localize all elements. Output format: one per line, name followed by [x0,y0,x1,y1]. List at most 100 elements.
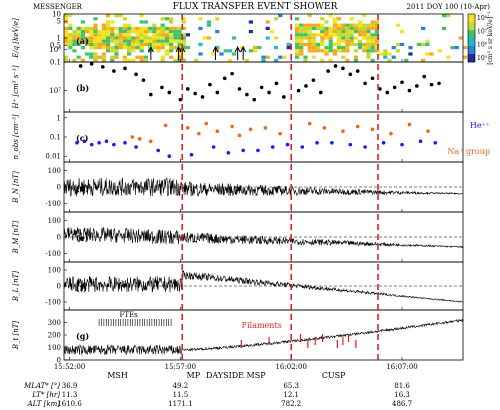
spectrogram-cell [421,26,426,30]
spectrogram-cell [68,46,73,50]
y-tick-label: 0 [57,357,61,365]
spectrogram-cell [156,49,161,53]
spectrogram-cell [160,26,165,30]
panel-label: (c) [76,133,89,143]
spectrogram-cell [311,42,316,46]
spectrogram-cell [72,42,77,46]
spectrogram-cell [366,30,371,34]
spectrogram-cell [114,46,119,50]
spectrogram-cell [353,23,358,27]
panel-label: (b) [76,83,89,93]
spectrogram-cell [80,36,85,40]
spectrogram-cell [332,20,337,24]
spectrogram-cell [362,46,367,50]
data-point [167,90,172,95]
spectrogram-cell [181,33,186,37]
spectrogram-cell [295,26,300,30]
ephemeris-value: 12.1 [283,391,299,399]
spectrogram-cell [345,39,350,43]
data-point [222,76,227,81]
spectrogram-cell [181,42,186,46]
spectrogram-cell [93,52,98,56]
spectrogram-cell [425,52,430,56]
legend-1: Na⁺ group [447,147,490,156]
spectrogram-cell [139,20,144,24]
spectrogram-cell [110,26,115,30]
spectrogram-cell [332,33,337,37]
y-axis-label: B_t [nT] [12,321,20,351]
spectrogram-cell [177,46,182,50]
spectrogram-cell [328,26,333,30]
data-point [437,81,441,86]
spectrogram-cell [122,39,127,43]
data-point [226,151,231,155]
spectrogram-cell [173,36,178,40]
spectrogram-cell [198,26,203,30]
data-point [134,145,138,149]
spectrogram-cell [173,58,178,62]
spectrogram-cell [169,42,174,46]
spectrogram-cell [118,14,123,18]
spectrogram-cell [370,26,375,30]
spectrogram-cell [76,39,81,43]
spectrogram-cell [295,39,300,43]
spectrogram-cell [337,17,342,21]
spectrogram-cell [442,14,447,18]
spectrogram-cell [114,39,119,43]
spectrogram-cell [391,55,396,59]
spectrogram-cell [143,30,148,34]
spectrogram-cell [64,42,69,46]
spectrogram-cell [106,49,111,53]
spectrogram-cell [311,39,316,43]
field-trace [63,269,463,303]
y-axis-label: B_N [nT] [12,171,20,204]
spectrogram-cell [72,30,77,34]
spectrogram-cell [257,46,262,50]
spectrogram-cell [76,42,81,46]
spectrogram-cell [374,36,379,40]
spectrogram-cell [131,39,136,43]
spectrogram-cell [370,36,375,40]
spectrogram-cell [370,49,375,53]
spectrogram-cell [101,26,106,30]
spectrogram-cell [85,30,90,34]
spectrogram-cell [223,49,228,53]
spectrogram-cell [337,36,342,40]
fte-arrowhead-4 [212,45,219,53]
spectrogram-cell [164,33,169,37]
y-axis-label: H⁺ [cm³ s⁻¹] [12,65,20,109]
spectrogram-cell [97,46,102,50]
spectrogram-cell [131,46,136,50]
colorbar-segment [468,22,475,31]
data-point [341,129,345,134]
spectrogram-cell [332,30,337,34]
data-point [97,140,101,145]
spectrogram-cell [160,46,165,50]
ephemeris-value: 11.5 [173,391,189,399]
colorbar-tick-label: 10⁵ [477,55,488,62]
spectrogram-cell [64,55,69,59]
spectrogram-cell [76,26,81,30]
panel-label: (e) [76,233,89,243]
spectrogram-cell [72,36,77,40]
colorbar-segment [468,30,475,39]
spectrogram-cell [160,58,165,62]
spectrogram-cell [349,42,354,46]
spectrogram-cell [286,46,291,50]
spectrogram-cell [118,26,123,30]
spectrogram-cell [303,26,308,30]
spectrogram-cell [64,14,69,18]
y-tick-label: -100 [45,250,61,258]
spectrogram-cell [68,36,73,40]
data-point [385,90,390,95]
data-point [167,154,172,159]
spectrogram-cell [366,42,371,46]
spectrogram-cell [366,36,371,40]
spectrogram-cell [206,23,211,27]
region-label: MP [187,371,201,380]
y-tick-label: 0 [57,184,61,192]
spectrogram-cell [122,30,127,34]
spectrogram-cell [89,55,94,59]
spectrogram-cell [106,33,111,37]
spectrogram-cell [295,30,300,34]
